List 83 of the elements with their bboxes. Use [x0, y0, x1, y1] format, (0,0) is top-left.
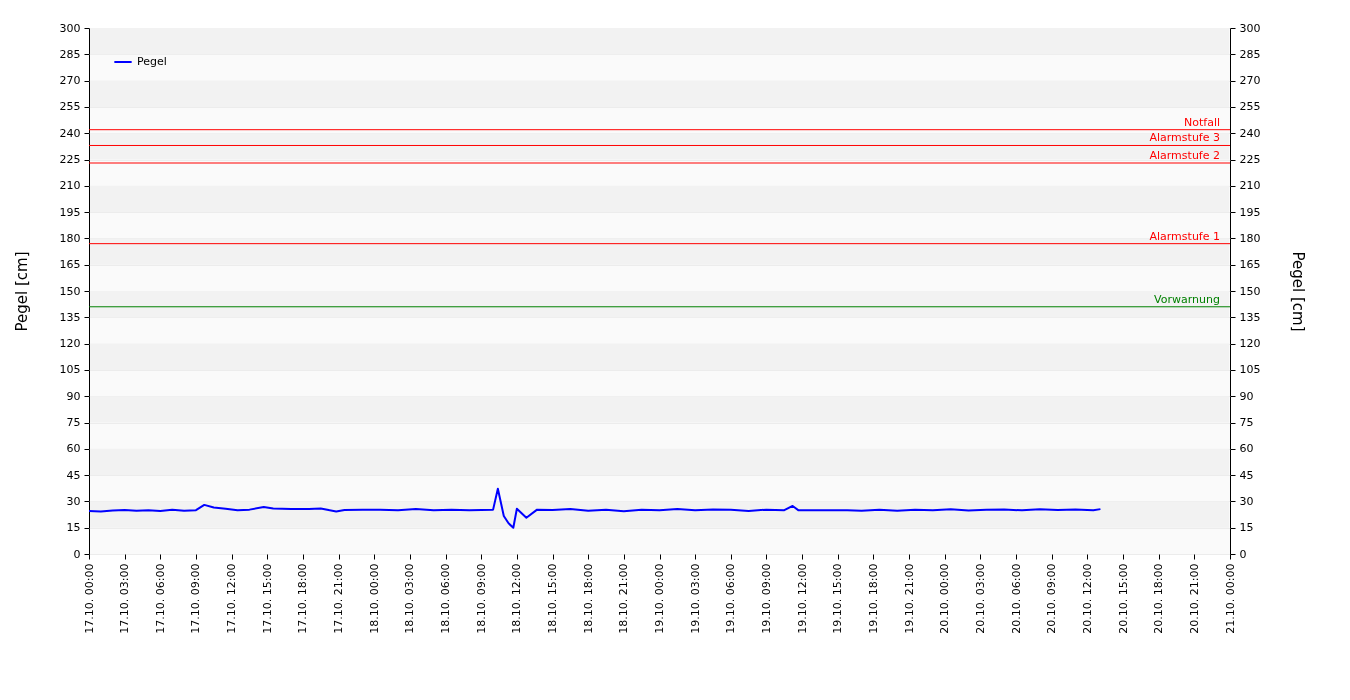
- x-tick-label: 20.10. 12:00: [1080, 563, 1094, 634]
- y2-tick-label: 210: [1239, 179, 1261, 193]
- y-tick-label: 195: [59, 205, 81, 219]
- x-tick-label: 19.10. 15:00: [831, 563, 845, 634]
- x-tick-label: 19.10. 06:00: [724, 563, 738, 634]
- y-tick-label: 135: [59, 310, 81, 324]
- y2-tick-label: 120: [1239, 337, 1261, 351]
- ref-line-label: Alarmstufe 2: [1149, 149, 1220, 163]
- x-tick-label: 19.10. 03:00: [688, 563, 702, 634]
- y-tick-label: 285: [59, 47, 81, 61]
- ref-line-label: Alarmstufe 1: [1149, 229, 1220, 243]
- y2-tick-label: 135: [1239, 310, 1261, 324]
- y-tick-label: 210: [59, 179, 81, 193]
- y-tick-label: 15: [66, 521, 81, 535]
- y-tick-label: 270: [59, 74, 81, 88]
- y-tick-label: 240: [59, 126, 81, 140]
- x-tick-label: 19.10. 09:00: [759, 563, 773, 634]
- y2-tick-label: 165: [1239, 258, 1261, 272]
- y-axis-title: Pegel [cm]: [12, 251, 31, 332]
- x-tick-label: 18.10. 03:00: [403, 563, 417, 634]
- ref-line-label: Vorwarnung: [1154, 292, 1220, 306]
- x-tick-label: 18.10. 15:00: [546, 563, 560, 634]
- x-tick-label: 18.10. 12:00: [510, 563, 524, 634]
- y2-tick-label: 180: [1239, 231, 1261, 245]
- y2-tick-label: 225: [1239, 153, 1261, 166]
- x-tick-label: 19.10. 18:00: [866, 563, 880, 634]
- y-tick-label: 255: [59, 100, 81, 114]
- x-tick-label: 17.10. 18:00: [296, 563, 310, 634]
- ref-line-label: Alarmstufe 3: [1149, 131, 1220, 145]
- y2-tick-label: 300: [1239, 21, 1261, 35]
- x-tick-label: 17.10. 06:00: [153, 563, 167, 634]
- x-tick-label: 18.10. 18:00: [581, 563, 595, 634]
- y-tick-label: 225: [59, 153, 81, 166]
- y2-tick-label: 195: [1239, 205, 1261, 219]
- x-tick-label: 20.10. 09:00: [1045, 563, 1059, 634]
- x-tick-label: 18.10. 21:00: [617, 563, 631, 634]
- y-tick-label: 75: [66, 416, 81, 429]
- x-tick-label: 20.10. 06:00: [1009, 563, 1023, 634]
- x-tick-label: 17.10. 03:00: [118, 563, 132, 634]
- x-tick-label: 17.10. 09:00: [189, 563, 203, 634]
- y2-tick-label: 240: [1239, 126, 1261, 140]
- y2-tick-label: 15: [1239, 521, 1254, 535]
- x-tick-label: 20.10. 21:00: [1187, 563, 1201, 634]
- x-tick-label: 18.10. 00:00: [367, 563, 381, 634]
- x-tick-label: 17.10. 15:00: [260, 563, 274, 634]
- x-tick-label: 20.10. 18:00: [1152, 563, 1166, 634]
- y-tick-label: 90: [66, 389, 81, 403]
- x-tick-label: 18.10. 06:00: [439, 563, 453, 634]
- y2-tick-label: 0: [1239, 547, 1247, 561]
- y-tick-label: 300: [59, 21, 81, 35]
- x-tick-label: 21.10. 00:00: [1223, 563, 1237, 634]
- x-tick-label: 17.10. 00:00: [82, 563, 96, 634]
- y-tick-label: 120: [59, 337, 81, 351]
- y-tick-label: 30: [66, 494, 81, 508]
- y2-tick-label: 105: [1239, 363, 1261, 377]
- y-tick-label: 0: [73, 547, 81, 561]
- x-tick-label: 20.10. 15:00: [1116, 563, 1130, 634]
- y-tick-label: 165: [59, 258, 81, 272]
- x-tick-label: 20.10. 03:00: [973, 563, 987, 634]
- x-tick-label: 19.10. 00:00: [653, 563, 666, 634]
- x-tick-label: 19.10. 12:00: [795, 563, 809, 634]
- y-tick-label: 60: [66, 442, 81, 456]
- y2-axis-title: Pegel [cm]: [1289, 251, 1308, 332]
- y2-tick-label: 255: [1239, 100, 1261, 114]
- y2-tick-label: 30: [1239, 494, 1254, 508]
- x-tick-label: 17.10. 21:00: [332, 563, 346, 634]
- y2-tick-label: 75: [1239, 416, 1254, 429]
- y-tick-label: 105: [59, 363, 81, 377]
- y2-tick-label: 150: [1239, 284, 1261, 298]
- x-tick-label: 17.10. 12:00: [225, 563, 239, 634]
- x-tick-label: 20.10. 00:00: [938, 563, 952, 634]
- y2-tick-label: 285: [1239, 47, 1261, 61]
- legend-label: Pegel: [137, 55, 167, 68]
- y-tick-label: 45: [66, 468, 81, 482]
- ref-line-label: Notfall: [1184, 115, 1220, 129]
- y2-tick-label: 90: [1239, 389, 1254, 403]
- x-tick-label: 18.10. 09:00: [474, 563, 488, 634]
- y-tick-label: 180: [59, 231, 81, 245]
- x-tick-label: 19.10. 21:00: [902, 563, 916, 634]
- y2-tick-label: 60: [1239, 442, 1254, 456]
- y2-tick-label: 45: [1239, 468, 1254, 482]
- y2-tick-label: 270: [1239, 74, 1261, 88]
- y-tick-label: 150: [59, 284, 81, 298]
